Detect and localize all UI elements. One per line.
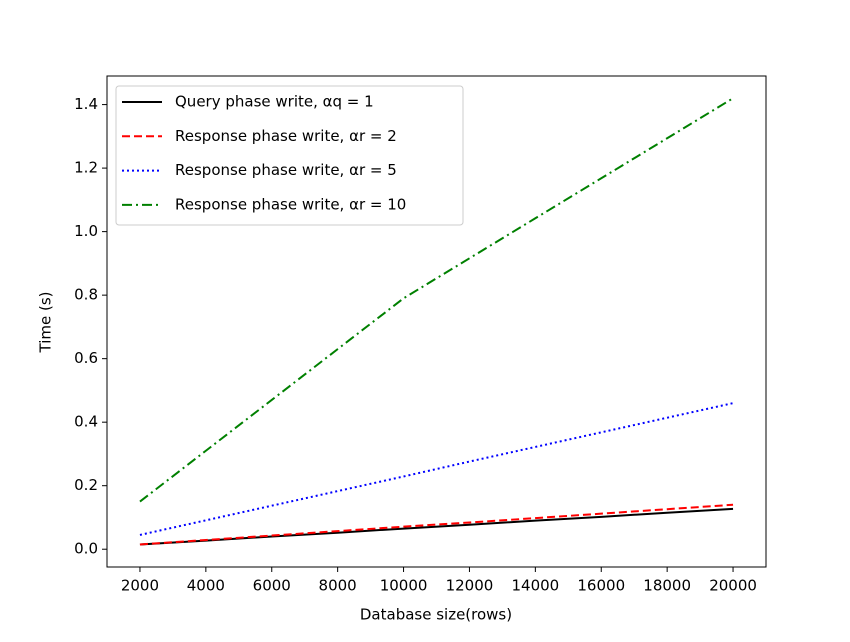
y-tick-label: 1.4 — [74, 95, 98, 113]
plot-frame — [106, 75, 767, 568]
x-tick-label: 4000 — [187, 577, 225, 595]
y-axis-label: Time (s) — [37, 292, 55, 354]
series-line — [139, 402, 734, 536]
y-tick-label: 0.4 — [74, 413, 98, 431]
y-tick-label: 0.8 — [74, 286, 98, 304]
y-tick-label: 0.0 — [74, 540, 98, 558]
legend-box — [115, 85, 464, 226]
x-tick-label: 16000 — [577, 577, 625, 595]
x-axis-label: Database size(rows) — [360, 606, 512, 624]
y-tick-label: 1.2 — [74, 159, 98, 177]
y-tick-label: 0.6 — [74, 349, 98, 367]
y-tick-label: 1.0 — [74, 222, 98, 240]
y-tick-label: 0.2 — [74, 476, 98, 494]
x-tick-label: 12000 — [446, 577, 494, 595]
x-tick-label: 2000 — [121, 577, 159, 595]
x-tick-label: 10000 — [380, 577, 428, 595]
legend-label: Response phase write, αr = 2 — [175, 127, 397, 145]
x-tick-label: 18000 — [643, 577, 691, 595]
legend-label: Response phase write, αr = 10 — [175, 195, 406, 213]
series-line — [139, 97, 734, 503]
x-tick-label: 20000 — [709, 577, 757, 595]
x-tick-label: 6000 — [253, 577, 291, 595]
legend-label: Response phase write, αr = 5 — [175, 161, 397, 179]
x-tick-label: 14000 — [511, 577, 559, 595]
legend-label: Query phase write, αq = 1 — [175, 93, 374, 111]
x-tick-label: 8000 — [319, 577, 357, 595]
series-line — [139, 503, 734, 546]
